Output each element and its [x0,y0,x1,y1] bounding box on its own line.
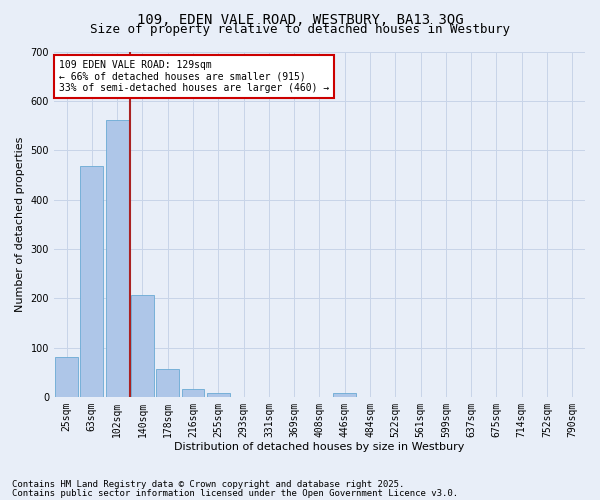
Text: Size of property relative to detached houses in Westbury: Size of property relative to detached ho… [90,22,510,36]
Bar [207,394,230,397]
Bar [182,390,205,397]
Bar [334,394,356,397]
X-axis label: Distribution of detached houses by size in Westbury: Distribution of detached houses by size … [174,442,464,452]
Bar [131,294,154,397]
Bar [80,166,103,397]
Text: Contains public sector information licensed under the Open Government Licence v3: Contains public sector information licen… [12,488,458,498]
Y-axis label: Number of detached properties: Number of detached properties [15,136,25,312]
Text: 109, EDEN VALE ROAD, WESTBURY, BA13 3QG: 109, EDEN VALE ROAD, WESTBURY, BA13 3QG [137,12,463,26]
Bar [55,358,78,397]
Bar [157,368,179,397]
Bar [106,120,128,397]
Text: 109 EDEN VALE ROAD: 129sqm
← 66% of detached houses are smaller (915)
33% of sem: 109 EDEN VALE ROAD: 129sqm ← 66% of deta… [59,60,329,94]
Text: Contains HM Land Registry data © Crown copyright and database right 2025.: Contains HM Land Registry data © Crown c… [12,480,404,489]
